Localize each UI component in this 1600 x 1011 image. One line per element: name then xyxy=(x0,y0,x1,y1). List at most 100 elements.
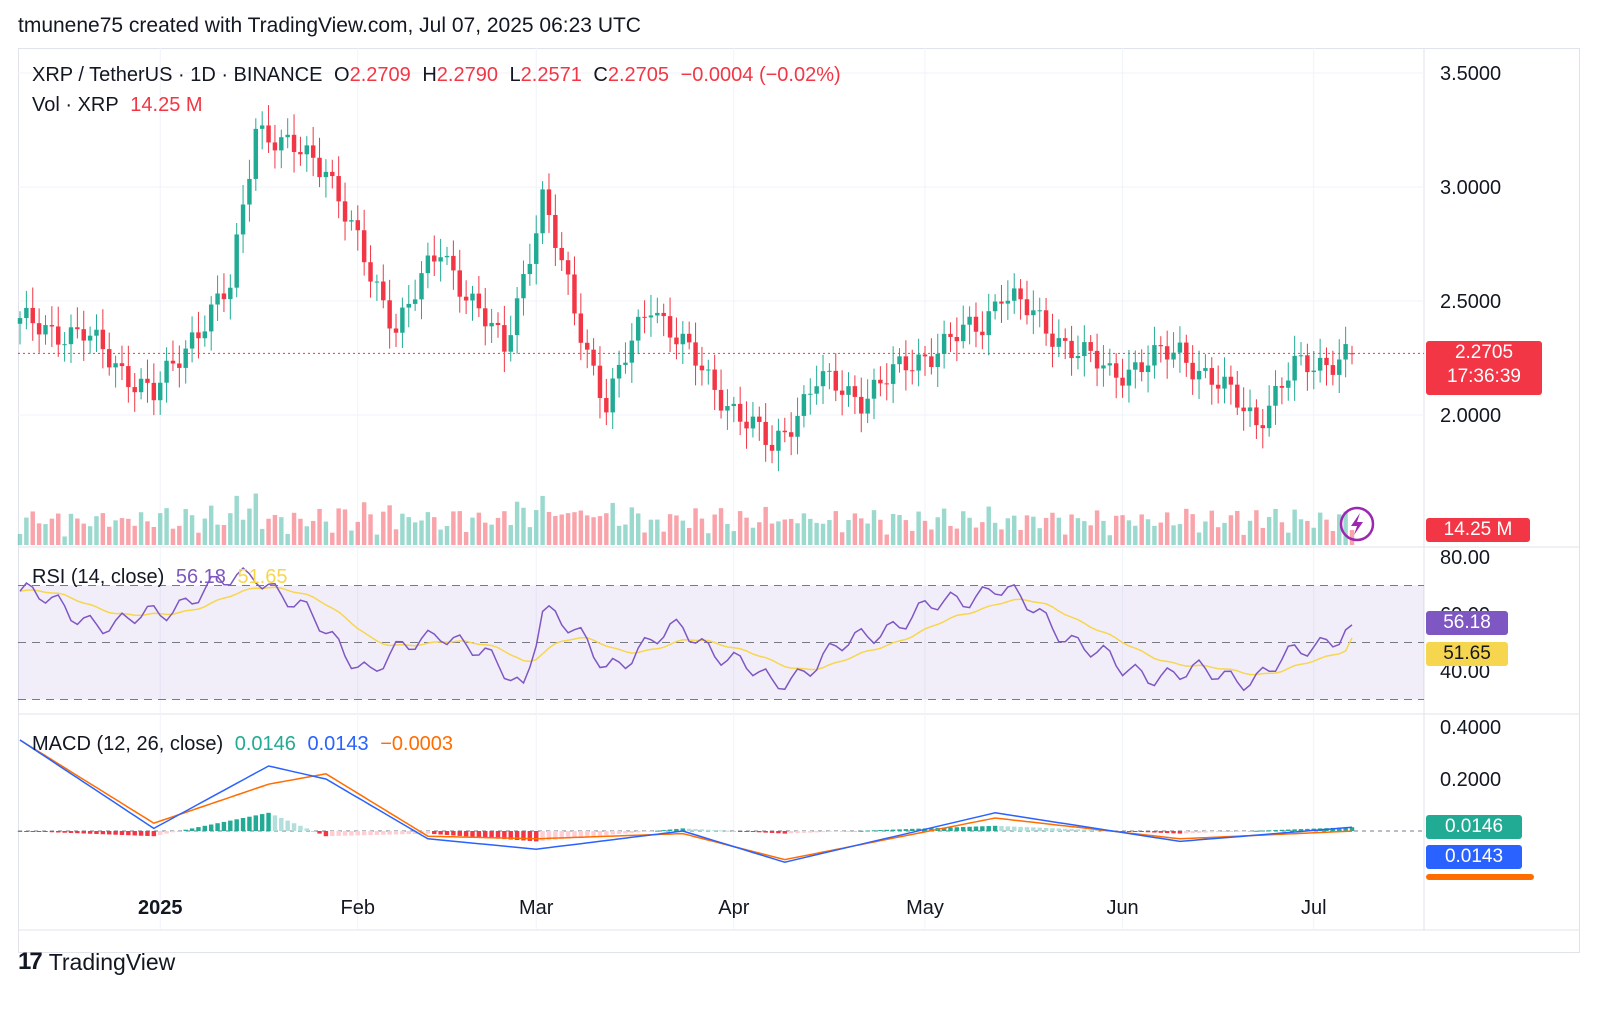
macd-histogram-bar xyxy=(1152,831,1157,833)
candle-body xyxy=(381,281,386,301)
macd-histogram-bar xyxy=(483,831,488,838)
volume-bar xyxy=(890,513,896,545)
macd-histogram-bar xyxy=(1158,831,1164,833)
macd-histogram-bar xyxy=(62,831,67,833)
macd-histogram-bar xyxy=(1075,829,1081,831)
macd-histogram-bar xyxy=(878,830,883,832)
candle-body xyxy=(922,354,928,357)
candle-body xyxy=(30,307,35,324)
candle-body xyxy=(387,300,392,329)
candle-body xyxy=(1209,368,1215,385)
volume-bar xyxy=(706,533,711,545)
volume-bar xyxy=(349,530,354,545)
macd-histogram-bar xyxy=(597,831,603,836)
candle-body xyxy=(782,430,788,433)
volume-bar xyxy=(1069,514,1074,545)
candle-body xyxy=(266,125,271,143)
candle-body xyxy=(1113,363,1119,378)
candle-body xyxy=(642,316,647,318)
candle-body xyxy=(725,406,730,411)
candle-body xyxy=(610,378,615,413)
candle-body xyxy=(992,301,998,312)
volume-bar xyxy=(699,518,705,545)
macd-histogram-bar xyxy=(655,830,660,832)
macd-histogram-bar xyxy=(1286,829,1291,831)
candle-body xyxy=(1241,407,1246,412)
volume-bar xyxy=(56,513,61,545)
candle-body xyxy=(1145,365,1151,373)
volume-bar xyxy=(266,518,271,545)
volume-bar xyxy=(1050,512,1055,545)
candle-body xyxy=(81,329,86,341)
volume-bar xyxy=(635,513,641,545)
macd-histogram-bar xyxy=(400,831,405,835)
volume-bar xyxy=(291,512,297,545)
volume-bar xyxy=(1330,531,1336,545)
macd-histogram-bar xyxy=(903,829,909,831)
volume-bar xyxy=(1254,510,1259,545)
volume-bar xyxy=(310,520,316,545)
candle-body xyxy=(177,363,182,368)
volume-label[interactable]: Vol · XRP xyxy=(32,94,119,116)
rsi-label[interactable]: RSI (14, close) xyxy=(32,566,165,588)
volume-bar xyxy=(1337,514,1342,545)
candle-body xyxy=(871,379,877,399)
macd-histogram-bar xyxy=(1235,831,1240,832)
macd-histogram-bar xyxy=(686,828,692,831)
candle-body xyxy=(425,255,431,274)
macd-line xyxy=(19,739,1353,863)
macd-histogram-bar xyxy=(680,828,686,831)
candle-body xyxy=(208,304,214,332)
footer-brand[interactable]: 17 TradingView xyxy=(18,948,175,976)
candle-body xyxy=(1292,355,1297,381)
macd-label[interactable]: MACD (12, 26, close) xyxy=(32,733,224,755)
volume-bar xyxy=(62,536,67,545)
candle-body xyxy=(839,390,845,395)
macd-histogram-bar xyxy=(508,831,513,840)
volume-bar xyxy=(591,517,596,545)
symbol-label[interactable]: XRP / TetherUS · 1D · BINANCE xyxy=(32,64,323,86)
candle-body xyxy=(1126,369,1132,386)
macd-histogram-bar xyxy=(291,823,297,831)
volume-bar xyxy=(1228,515,1234,545)
rsi-ma-tag: 51.65 xyxy=(1426,642,1508,666)
candle-body xyxy=(903,356,909,371)
volume-bar xyxy=(693,508,698,545)
volume-bar xyxy=(1279,522,1285,545)
volume-legend: Vol · XRP 14.25 M xyxy=(32,94,209,117)
rsi-line xyxy=(19,567,1353,692)
candle-body xyxy=(744,421,749,429)
macd-histogram-bar xyxy=(1241,831,1246,832)
macd-histogram-bar xyxy=(750,831,756,832)
volume-bar xyxy=(929,529,934,545)
candle-body xyxy=(680,333,686,345)
macd-signal-tag xyxy=(1426,874,1534,880)
candle-body xyxy=(336,176,341,202)
volume-bar xyxy=(674,515,679,545)
volume-bar xyxy=(75,518,80,545)
candle-body xyxy=(980,331,985,336)
candle-body xyxy=(451,255,456,271)
volume-bar xyxy=(253,493,259,545)
macd-histogram-bar xyxy=(336,831,341,836)
volume-bar xyxy=(323,521,329,545)
candle-body xyxy=(253,128,259,179)
macd-histogram-bar xyxy=(967,826,972,831)
candle-body xyxy=(310,145,316,158)
candle-body xyxy=(859,396,864,414)
volume-bar xyxy=(1062,534,1068,545)
volume-bar xyxy=(980,522,985,545)
volume-bar xyxy=(686,528,692,545)
candle-body xyxy=(1005,300,1011,304)
candle-body xyxy=(1343,344,1348,360)
macd-histogram-bar xyxy=(457,831,462,836)
candle-body xyxy=(763,421,768,445)
macd-histogram-bar xyxy=(954,827,960,831)
volume-bar xyxy=(1273,508,1278,545)
macd-histogram-bar xyxy=(667,829,673,831)
macd-histogram-bar xyxy=(992,825,998,831)
volume-bar xyxy=(451,511,456,545)
volume-bar xyxy=(584,515,590,545)
macd-histogram-bar xyxy=(1094,830,1100,832)
